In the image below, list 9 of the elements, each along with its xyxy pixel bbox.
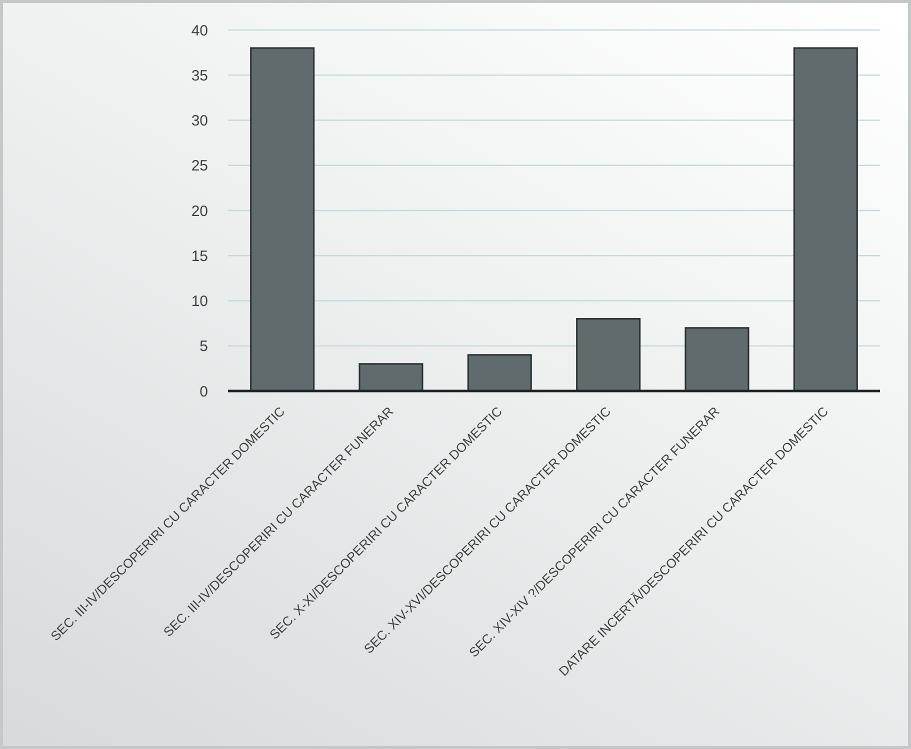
y-tick-label: 10	[191, 293, 208, 310]
y-tick-label: 35	[191, 67, 208, 84]
y-tick-label: 5	[200, 338, 208, 356]
y-tick-label: 25	[191, 158, 208, 175]
y-tick-label: 20	[191, 202, 208, 220]
y-tick-label: 30	[191, 112, 208, 130]
y-tick-label: 40	[191, 22, 208, 40]
y-tick-label: 0	[200, 383, 208, 400]
y-tick-label: 15	[191, 248, 208, 265]
